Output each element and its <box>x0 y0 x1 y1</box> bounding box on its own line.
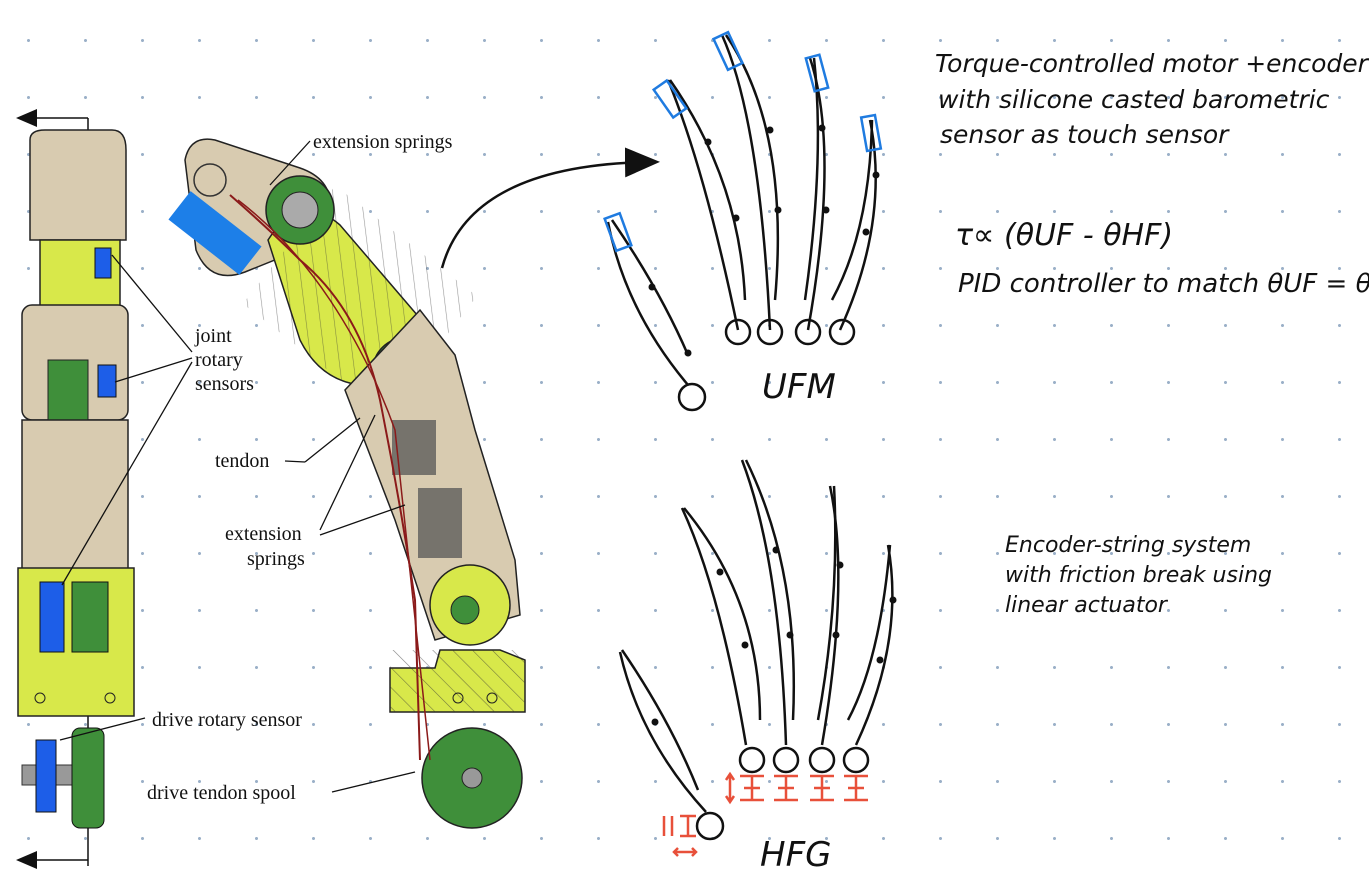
label-joint: joint <box>194 325 232 347</box>
bolt <box>34 692 46 704</box>
bolt <box>104 692 116 704</box>
label-extension: extension <box>225 523 302 545</box>
ufm-note-line3: sensor as touch sensor <box>940 120 1230 149</box>
label-extension-springs-top: extension springs <box>313 131 453 153</box>
ufm-note-line2: with silicone casted barometric <box>938 85 1330 114</box>
hfg-note-line1: Encoder-string system <box>1005 533 1251 558</box>
label-drive-tendon-spool: drive tendon spool <box>147 782 296 804</box>
ufm-touch-pads <box>603 30 883 253</box>
ufm-sketch <box>606 34 877 412</box>
spool-hub <box>461 767 483 789</box>
transition-arrow <box>440 147 660 269</box>
label-springs: springs <box>247 548 305 570</box>
hfg-note-line2: with friction break using <box>1005 563 1272 588</box>
hfg-joint-dots <box>651 546 897 726</box>
hfg-linear-actuators <box>662 771 868 857</box>
joint-sensor-base <box>39 581 65 653</box>
ufm-note-line1: Torque-controlled motor +encoder <box>935 49 1369 78</box>
finger-side-view <box>16 109 135 869</box>
label-drive-rotary-sensor: drive rotary sensor <box>152 709 302 731</box>
middle-segment <box>21 419 129 571</box>
hfg-sketch <box>618 459 894 841</box>
ufm-title: UFM <box>762 367 836 407</box>
leader-lines <box>59 140 416 793</box>
spring-pack-2 <box>418 488 462 558</box>
formula-line1: τ∝ (θUF - θHF) <box>955 218 1173 253</box>
base-gear <box>71 581 109 653</box>
joint-gear <box>47 359 89 421</box>
drive-rotary-sensor-side <box>35 739 57 813</box>
bolt <box>452 692 464 704</box>
formula-line2: PID controller to match θUF = θHF <box>958 269 1369 299</box>
hfg-title: HFG <box>760 835 831 875</box>
joint-sensor-top <box>94 247 112 279</box>
touch-sensor-pad <box>168 191 262 275</box>
tip-holes <box>193 163 227 197</box>
joint-sensor-mid <box>97 364 117 398</box>
drive-spool-side <box>71 727 105 829</box>
label-sensors: sensors <box>195 373 254 395</box>
upper-joint-hub <box>281 191 319 229</box>
bolt <box>486 692 498 704</box>
hfg-note-line3: linear actuator <box>1005 593 1169 618</box>
lower-joint-gear <box>450 595 480 625</box>
base-hatching <box>390 650 525 712</box>
finger-tip-segment <box>29 129 127 241</box>
finger-angled-view <box>168 138 526 829</box>
tendon-line-2 <box>237 199 431 761</box>
label-rotary: rotary <box>195 349 243 371</box>
tendon-line <box>229 194 421 761</box>
label-tendon: tendon <box>215 450 269 472</box>
ufm-joint-dots <box>648 124 880 357</box>
